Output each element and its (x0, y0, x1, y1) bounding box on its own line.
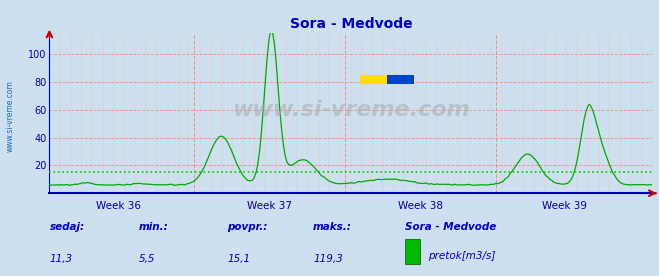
Text: sedaj:: sedaj: (49, 222, 84, 232)
Text: povpr.:: povpr.: (227, 222, 268, 232)
Text: 119,3: 119,3 (313, 254, 343, 264)
Text: maks.:: maks.: (313, 222, 352, 232)
Text: www.si-vreme.com: www.si-vreme.com (5, 80, 14, 152)
Text: pretok[m3/s]: pretok[m3/s] (428, 251, 495, 261)
Text: Sora - Medvode: Sora - Medvode (405, 222, 496, 232)
Text: 5,5: 5,5 (138, 254, 155, 264)
Text: 15,1: 15,1 (227, 254, 250, 264)
Bar (387, 75, 415, 84)
Text: 11,3: 11,3 (49, 254, 72, 264)
Title: Sora - Medvode: Sora - Medvode (289, 17, 413, 31)
Text: www.si-vreme.com: www.si-vreme.com (232, 100, 470, 120)
Text: min.:: min.: (138, 222, 168, 232)
Bar (360, 75, 387, 84)
